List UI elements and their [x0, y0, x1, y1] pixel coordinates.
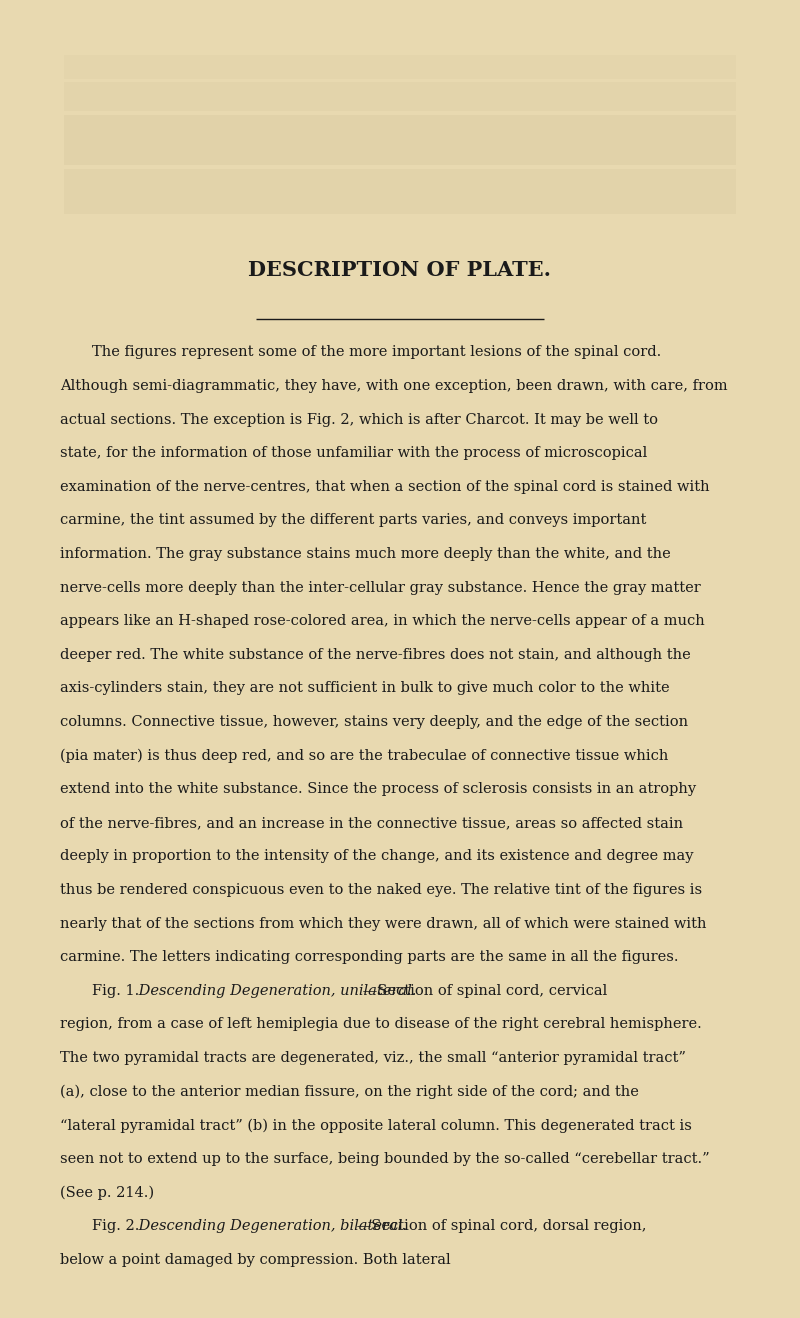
Text: (pia mater) is thus deep red, and so are the trabeculae of connective tissue whi: (pia mater) is thus deep red, and so are…	[60, 749, 668, 763]
Text: information. The gray substance stains much more deeply than the white, and the: information. The gray substance stains m…	[60, 547, 670, 561]
Text: —Section of spinal cord, dorsal region,: —Section of spinal cord, dorsal region,	[352, 1219, 646, 1234]
Text: carmine. The letters indicating corresponding parts are the same in all the figu: carmine. The letters indicating correspo…	[60, 950, 678, 965]
Text: region, from a case of left hemiplegia due to disease of the right cerebral hemi: region, from a case of left hemiplegia d…	[60, 1017, 702, 1032]
Text: (See p. 214.): (See p. 214.)	[60, 1186, 154, 1199]
Text: examination of the nerve-centres, that when a section of the spinal cord is stai: examination of the nerve-centres, that w…	[60, 480, 710, 494]
Text: deeper red. The white substance of the nerve-fibres does not stain, and although: deeper red. The white substance of the n…	[60, 647, 690, 662]
Text: appears like an H-shaped rose-colored area, in which the nerve-cells appear of a: appears like an H-shaped rose-colored ar…	[60, 614, 705, 629]
Text: nerve-cells more deeply than the inter-cellular gray substance. Hence the gray m: nerve-cells more deeply than the inter-c…	[60, 580, 701, 594]
Text: —Section of spinal cord, cervical: —Section of spinal cord, cervical	[358, 983, 607, 998]
Text: thus be rendered conspicuous even to the naked eye. The relative tint of the fig: thus be rendered conspicuous even to the…	[60, 883, 702, 898]
Text: carmine, the tint assumed by the different parts varies, and conveys important: carmine, the tint assumed by the differe…	[60, 513, 646, 527]
FancyBboxPatch shape	[64, 115, 736, 165]
Text: The figures represent some of the more important lesions of the spinal cord.: The figures represent some of the more i…	[92, 345, 662, 360]
Text: actual sections. The exception is Fig. 2, which is after Charcot. It may be well: actual sections. The exception is Fig. 2…	[60, 413, 658, 427]
Text: Descending Degeneration, unilateral.: Descending Degeneration, unilateral.	[134, 983, 417, 998]
Text: axis-cylinders stain, they are not sufficient in bulk to give much color to the : axis-cylinders stain, they are not suffi…	[60, 681, 670, 696]
Text: deeply in proportion to the intensity of the change, and its existence and degre: deeply in proportion to the intensity of…	[60, 849, 694, 863]
FancyBboxPatch shape	[64, 169, 736, 214]
Text: Fig. 1.: Fig. 1.	[92, 983, 139, 998]
Text: Although semi-diagrammatic, they have, with one exception, been drawn, with care: Although semi-diagrammatic, they have, w…	[60, 380, 728, 393]
Text: (a), close to the anterior median fissure, on the right side of the cord; and th: (a), close to the anterior median fissur…	[60, 1085, 639, 1099]
Text: of the nerve-fibres, and an increase in the connective tissue, areas so affected: of the nerve-fibres, and an increase in …	[60, 816, 683, 830]
Text: The two pyramidal tracts are degenerated, viz., the small “anterior pyramidal tr: The two pyramidal tracts are degenerated…	[60, 1050, 686, 1065]
Text: Descending Degeneration, bilateral.: Descending Degeneration, bilateral.	[134, 1219, 407, 1234]
Text: DESCRIPTION OF PLATE.: DESCRIPTION OF PLATE.	[249, 260, 551, 281]
Text: extend into the white substance. Since the process of sclerosis consists in an a: extend into the white substance. Since t…	[60, 782, 696, 796]
Text: columns. Connective tissue, however, stains very deeply, and the edge of the sec: columns. Connective tissue, however, sta…	[60, 714, 688, 729]
Text: Fig. 2.: Fig. 2.	[92, 1219, 139, 1234]
Text: state, for the information of those unfamiliar with the process of microscopical: state, for the information of those unfa…	[60, 445, 647, 460]
Text: below a point damaged by compression. Both lateral: below a point damaged by compression. Bo…	[60, 1252, 450, 1267]
Text: seen not to extend up to the surface, being bounded by the so-called “cerebellar: seen not to extend up to the surface, be…	[60, 1152, 710, 1166]
Text: “lateral pyramidal tract” (b) in the opposite lateral column. This degenerated t: “lateral pyramidal tract” (b) in the opp…	[60, 1118, 692, 1132]
Text: nearly that of the sections from which they were drawn, all of which were staine: nearly that of the sections from which t…	[60, 916, 706, 931]
